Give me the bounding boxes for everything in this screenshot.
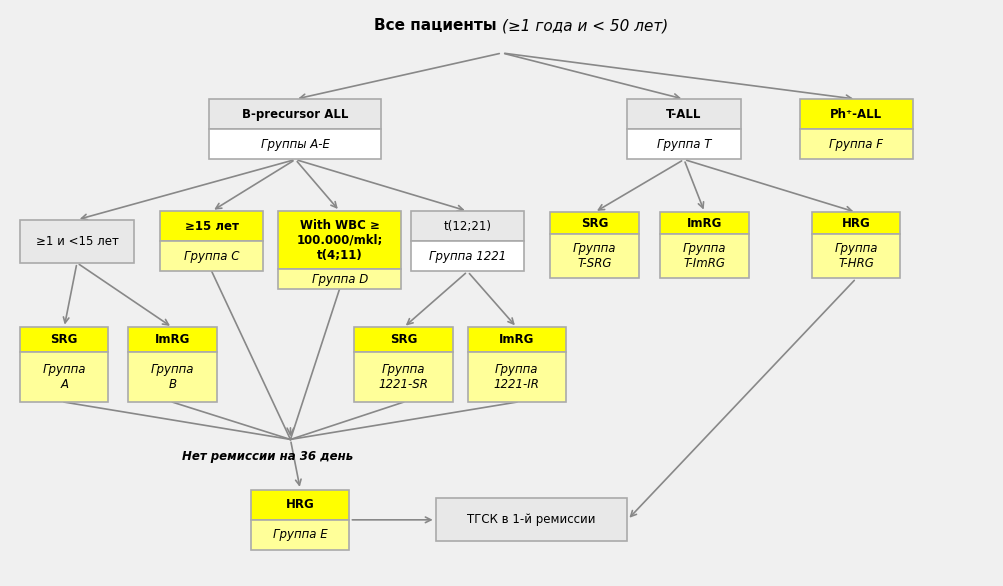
Bar (467, 328, 566, 352)
Bar (251, 490, 349, 520)
Text: Группа
T-SRG: Группа T-SRG (572, 243, 616, 270)
Bar (435, 498, 627, 541)
Text: Группа
1221-IR: Группа 1221-IR (493, 363, 540, 391)
Bar (550, 212, 638, 234)
Bar (627, 130, 740, 159)
Text: T-ALL: T-ALL (666, 108, 701, 121)
Text: ≥1 и <15 лет: ≥1 и <15 лет (35, 235, 118, 248)
Bar (798, 99, 912, 130)
Text: ТГСК в 1-й ремиссии: ТГСК в 1-й ремиссии (466, 513, 595, 526)
Text: Нет ремиссии на 36 день: Нет ремиссии на 36 день (183, 450, 353, 463)
Text: (≥1 года и < 50 лет): (≥1 года и < 50 лет) (502, 19, 668, 33)
Text: Группа D: Группа D (311, 272, 367, 285)
Text: Группа C: Группа C (184, 250, 240, 263)
Bar (209, 130, 381, 159)
Text: With WBC ≥
100.000/mkl;
t(4;11): With WBC ≥ 100.000/mkl; t(4;11) (296, 219, 382, 262)
Bar (128, 352, 217, 402)
Text: SRG: SRG (389, 333, 417, 346)
Bar (811, 212, 900, 234)
Bar (128, 328, 217, 352)
Text: Группа T: Группа T (656, 138, 710, 151)
Text: SRG: SRG (50, 333, 78, 346)
Text: HRG: HRG (841, 217, 870, 230)
Bar (209, 99, 381, 130)
Bar (798, 130, 912, 159)
Text: ImRG: ImRG (498, 333, 534, 346)
Bar (20, 352, 108, 402)
Bar (811, 234, 900, 278)
Bar (660, 212, 748, 234)
Text: t(12;21): t(12;21) (443, 220, 491, 233)
Text: Группа
T-HRG: Группа T-HRG (833, 243, 877, 270)
Bar (660, 234, 748, 278)
Bar (467, 352, 566, 402)
Bar (20, 220, 133, 263)
Text: B-precursor ALL: B-precursor ALL (242, 108, 348, 121)
Text: SRG: SRG (580, 217, 608, 230)
Text: ≥15 лет: ≥15 лет (185, 220, 239, 233)
Bar (251, 520, 349, 550)
Text: ImRG: ImRG (154, 333, 190, 346)
Bar (550, 234, 638, 278)
Text: ImRG: ImRG (686, 217, 721, 230)
Bar (410, 211, 524, 241)
Text: Группа E: Группа E (273, 529, 327, 541)
Text: HRG: HRG (286, 498, 314, 511)
Bar (354, 328, 452, 352)
Text: Группы A-E: Группы A-E (261, 138, 330, 151)
Text: Группа
A: Группа A (42, 363, 86, 391)
Bar (20, 328, 108, 352)
Bar (278, 270, 401, 289)
Bar (410, 241, 524, 271)
Text: Все пациенты: Все пациенты (374, 19, 502, 33)
Text: Группа F: Группа F (828, 138, 883, 151)
Bar (278, 211, 401, 270)
Text: Группа
B: Группа B (150, 363, 194, 391)
Text: Группа 1221: Группа 1221 (428, 250, 506, 263)
Bar (627, 99, 740, 130)
Bar (159, 241, 263, 271)
Bar (354, 352, 452, 402)
Text: Ph⁺-ALL: Ph⁺-ALL (829, 108, 882, 121)
Text: Группа
T-ImRG: Группа T-ImRG (682, 243, 726, 270)
Text: Группа
1221-SR: Группа 1221-SR (378, 363, 428, 391)
Bar (159, 211, 263, 241)
